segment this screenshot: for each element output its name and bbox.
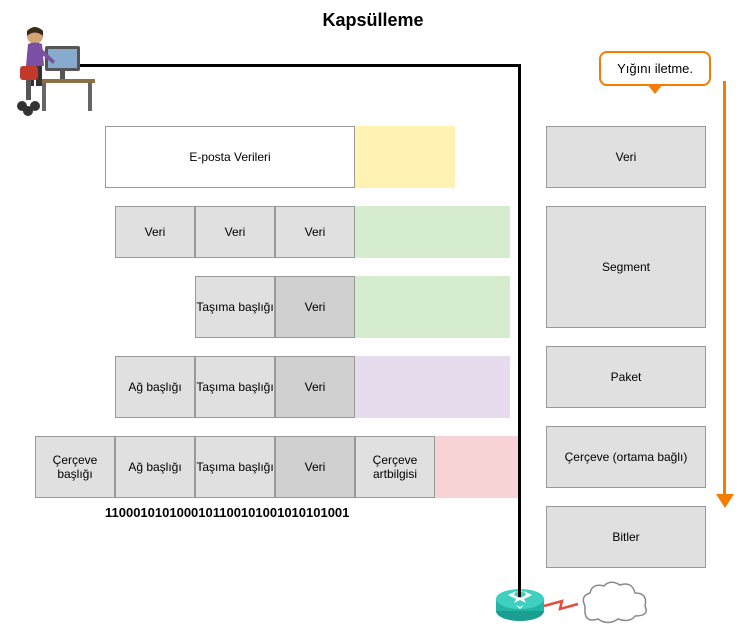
label-paket: Paket [546, 346, 706, 408]
cell-veri: Veri [275, 436, 355, 498]
row-email: E-posta Verileri [105, 126, 540, 188]
highlight-purple [355, 356, 510, 418]
connector-horizontal [70, 64, 520, 67]
cell-tasima: Taşıma başlığı [195, 276, 275, 338]
cell-email: E-posta Verileri [105, 126, 355, 188]
cell-veri-2: Veri [195, 206, 275, 258]
row-veri3: Veri Veri Veri [115, 206, 540, 258]
page-title: Kapsülleme [10, 10, 736, 31]
highlight-yellow [355, 126, 455, 188]
highlight-green-1 [355, 206, 510, 258]
row-ag: Ağ başlığı Taşıma başlığı Veri [115, 356, 540, 418]
cell-ag: Ağ başlığı [115, 356, 195, 418]
label-cerceve: Çerçeve (ortama bağlı) [546, 426, 706, 488]
label-bitler: Bitler [546, 506, 706, 568]
bits-text: 1100010101000101100101001010101001 [105, 505, 349, 520]
cell-veri-1: Veri [115, 206, 195, 258]
router-cloud-icon [490, 571, 670, 631]
arrow-down [723, 81, 726, 496]
person-at-desk-icon [10, 11, 110, 121]
cell-tasima: Taşıma başlığı [195, 356, 275, 418]
layer-labels: Veri Segment Paket Çerçeve (ortama bağlı… [546, 126, 706, 568]
cell-veri-3: Veri [275, 206, 355, 258]
row-tasima: Taşıma başlığı Veri [195, 276, 540, 338]
cell-tasima: Taşıma başlığı [195, 436, 275, 498]
highlight-pink [435, 436, 520, 498]
row-cerceve: Çerçeve başlığı Ağ başlığı Taşıma başlığ… [35, 436, 540, 498]
diagram-container: Yığını iletme. Veri Segment Paket Çerçev… [10, 51, 736, 631]
cell-veri: Veri [275, 356, 355, 418]
cell-ag: Ağ başlığı [115, 436, 195, 498]
cell-cerceve-basligi: Çerçeve başlığı [35, 436, 115, 498]
data-rows: E-posta Verileri Veri Veri Veri Taşıma b… [10, 101, 540, 516]
highlight-green-2 [355, 276, 510, 338]
label-veri: Veri [546, 126, 706, 188]
connector-vertical [518, 64, 521, 597]
label-segment: Segment [546, 206, 706, 328]
callout-box: Yığını iletme. [599, 51, 711, 86]
cell-cerceve-art: Çerçeve artbilgisi [355, 436, 435, 498]
cell-veri: Veri [275, 276, 355, 338]
